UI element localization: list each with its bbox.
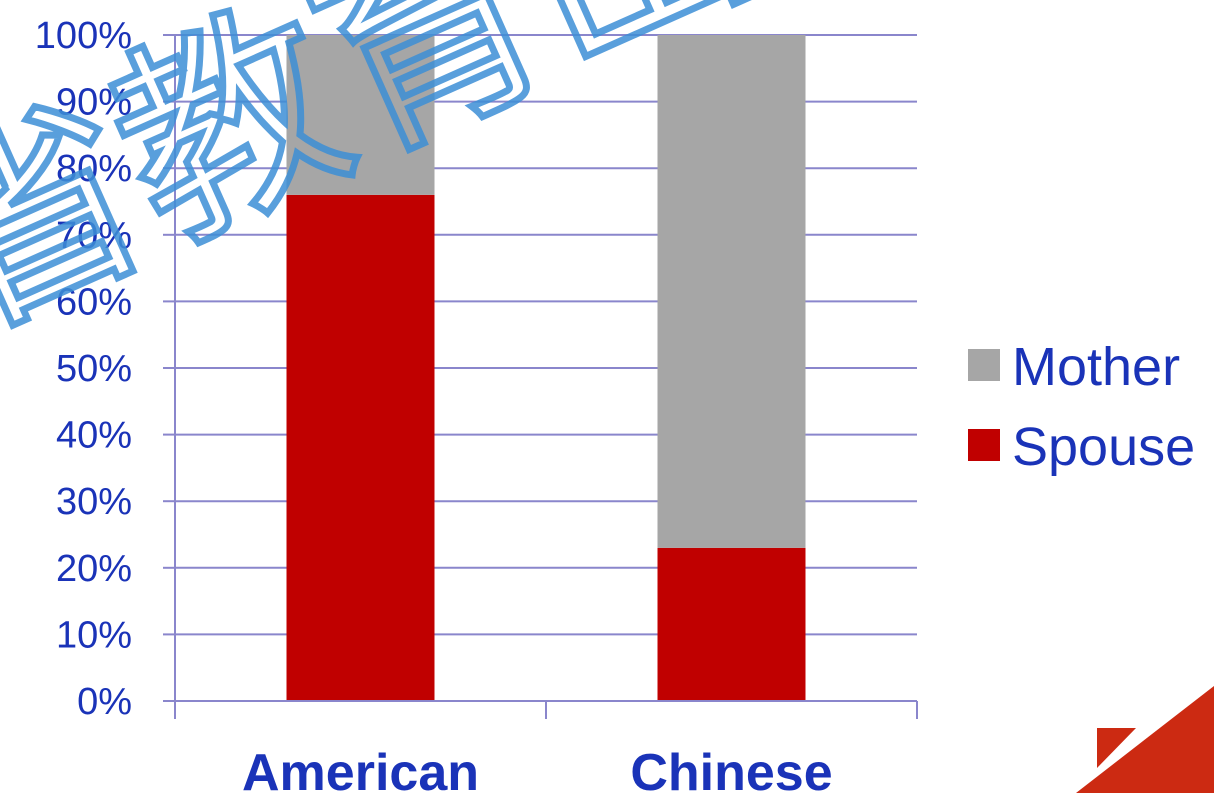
bar-chinese-spouse [657,547,806,701]
watermark-text: 省教育出版 [0,0,986,378]
y-tick-label: 20% [56,548,132,590]
axes [163,34,918,719]
y-tick-label: 10% [56,614,132,656]
y-tick-label: 100% [35,15,132,57]
y-tick-label: 70% [56,215,132,257]
x-tick-labels: American Chinese [242,744,833,793]
legend-swatch-spouse [968,429,1000,461]
y-tick-label: 60% [56,281,132,323]
legend-label-spouse: Spouse [1012,417,1195,477]
y-tick-label: 30% [56,481,132,523]
legend: Mother Spouse [968,337,1195,477]
y-tick-label: 0% [77,681,132,723]
y-tick-label: 80% [56,148,132,190]
y-tick-label: 90% [56,82,132,124]
y-tick-labels: 0% 10% 20% 30% 40% 50% 60% 70% 80% 90% 100% [35,15,132,723]
legend-label-mother: Mother [1012,337,1180,397]
bars [286,35,806,701]
legend-swatch-mother [968,349,1000,381]
x-tick-label: Chinese [630,744,832,793]
bar-american-spouse [286,194,435,701]
x-tick-label: American [242,744,479,793]
y-tick-label: 50% [56,348,132,390]
corner-logo-icon [1076,686,1214,793]
y-tick-label: 40% [56,415,132,457]
bar-chinese-mother [657,35,806,548]
bar-american-mother [286,35,435,195]
